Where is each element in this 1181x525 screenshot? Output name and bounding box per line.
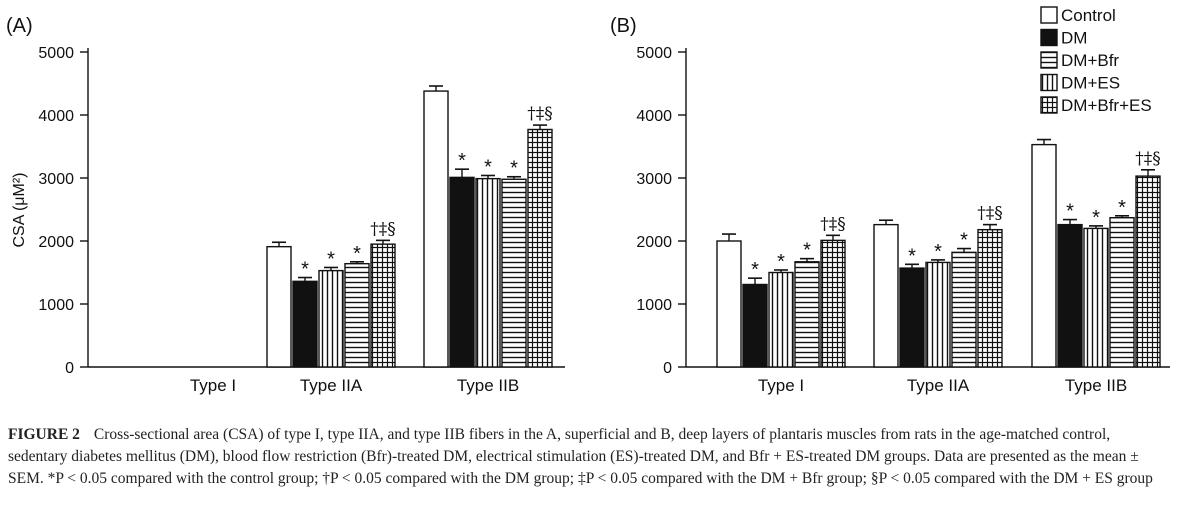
significance-mark-a-type-iia-dm-bfr: * [353,243,361,265]
figure: (A) (B) CSA (μM²) 0 1000 2000 3000 4000 5000 T… [6,6,1170,395]
bar-a-type-iia-dm-bfr [344,262,370,368]
bar-a-type-iib-dm-bfr [501,178,527,368]
y-tick-label-b-5000: 5000 [636,45,672,62]
significance-mark-a-type-iib-dm-bfr-es: †‡§ [527,104,553,124]
significance-mark-b-type-iib-dm: * [1066,201,1074,223]
legend-swatch-dm-bfr-es [1040,96,1058,114]
significance-mark-b-type-iib-dm-bfr-es: †‡§ [1135,149,1161,169]
y-tick-label-a-2000: 2000 [38,234,74,251]
bar-b-type-iia-control [873,223,899,368]
panel-a-chart: 0 1000 2000 3000 4000 5000 Type I Type IIA * * * †‡… [38,45,565,395]
category-label-b-type-iib: Type IIB [1065,376,1127,395]
bar-b-type-i-control [716,240,742,368]
y-tick-label-a-0: 0 [65,360,74,377]
significance-mark-a-type-iib-dm-es: * [484,156,492,178]
bar-b-type-iia-dm-es [925,261,951,368]
significance-mark-a-type-iia-dm-bfr-es: †‡§ [370,219,396,239]
legend-label-dm-bfr-es: DM+Bfr+ES [1061,96,1152,115]
significance-mark-a-type-iib-dm-bfr: * [510,158,518,180]
bar-b-type-iib-dm [1057,223,1083,368]
bar-a-type-iib-control [423,90,449,368]
bar-b-type-i-dm-es [768,271,794,368]
caption-text: Cross-sectional area (CSA) of type I, ty… [8,426,1153,487]
bar-b-type-iib-dm-bfr [1109,216,1135,368]
bar-b-type-iib-control [1031,143,1057,368]
panel-label-b: (B) [610,15,637,37]
significance-mark-a-type-iib-dm: * [458,150,466,172]
significance-mark-b-type-iia-dm-bfr-es: †‡§ [977,204,1003,224]
legend-label-dm: DM [1061,29,1087,48]
legend-label-dm-es: DM+ES [1061,74,1120,93]
category-label-a-type-iia: Type IIA [300,376,363,395]
y-tick-label-b-1000: 1000 [636,297,672,314]
bar-b-type-iia-dm-bfr-es [977,228,1003,368]
bar-b-type-iib-dm-bfr-es [1135,175,1161,368]
bar-a-type-iib-dm-es [475,177,501,368]
significance-mark-b-type-iib-dm-es: * [1092,207,1100,229]
significance-mark-b-type-iia-dm-es: * [934,241,942,263]
bar-a-type-iib-dm [449,176,475,368]
y-tick-label-b-4000: 4000 [636,108,672,125]
legend-swatch-dm [1040,28,1058,47]
significance-mark-b-type-i-dm: * [751,259,759,281]
panel-b-chart: 0 1000 2000 3000 4000 5000 Type I * * * †‡§ Type II… [636,45,1170,395]
y-tick-label-a-4000: 4000 [38,108,74,125]
bar-b-type-iia-dm-bfr [951,251,977,368]
bar-a-type-iia-dm [292,280,318,368]
significance-mark-b-type-i-dm-es: * [777,251,785,273]
panel-label-a: (A) [6,15,33,37]
category-label-a-type-i: Type I [190,376,236,395]
legend-swatch-dm-bfr [1040,51,1058,69]
significance-mark-b-type-iia-dm: * [908,245,916,267]
category-label-a-type-iib: Type IIB [457,376,519,395]
significance-mark-b-type-i-dm-bfr: * [803,240,811,262]
figure-caption: FIGURE 2 Cross-sectional area (CSA) of ty… [8,424,1173,490]
bar-b-type-iib-dm-es [1083,227,1109,368]
bar-a-type-iib-dm-bfr-es [527,128,553,368]
significance-mark-a-type-iia-dm-es: * [327,248,335,270]
bar-b-type-i-dm [742,283,768,368]
legend-swatch-dm-es [1040,73,1058,92]
significance-mark-a-type-iia-dm: * [301,259,309,281]
category-label-b-type-i: Type I [758,376,804,395]
bar-a-type-iia-dm-bfr-es [370,243,396,368]
significance-mark-b-type-i-dm-bfr-es: †‡§ [820,214,846,234]
y-tick-label-a-5000: 5000 [38,45,74,62]
y-axis-label-a: CSA (μM²) [11,173,28,248]
bar-a-type-iia-control [266,245,292,368]
y-tick-label-a-1000: 1000 [38,297,74,314]
bar-a-type-iia-dm-es [318,269,344,368]
legend: Control DM DM+Bfr DM+ES DM+Bfr+ES [1040,6,1152,115]
legend-label-dm-bfr: DM+Bfr [1061,51,1119,70]
category-label-b-type-iia: Type IIA [907,376,970,395]
y-tick-label-a-3000: 3000 [38,171,74,188]
bar-b-type-i-dm-bfr [794,261,820,368]
bar-b-type-i-dm-bfr-es [820,239,846,368]
legend-swatch-control [1040,6,1058,24]
legend-label-control: Control [1061,6,1116,25]
y-tick-label-b-2000: 2000 [636,234,672,251]
y-tick-label-b-3000: 3000 [636,171,672,188]
significance-mark-b-type-iib-dm-bfr: * [1118,197,1126,219]
caption-label: FIGURE 2 [8,426,80,443]
bar-b-type-iia-dm [899,267,925,368]
y-tick-label-b-0: 0 [663,360,672,377]
significance-mark-b-type-iia-dm-bfr: * [960,230,968,252]
